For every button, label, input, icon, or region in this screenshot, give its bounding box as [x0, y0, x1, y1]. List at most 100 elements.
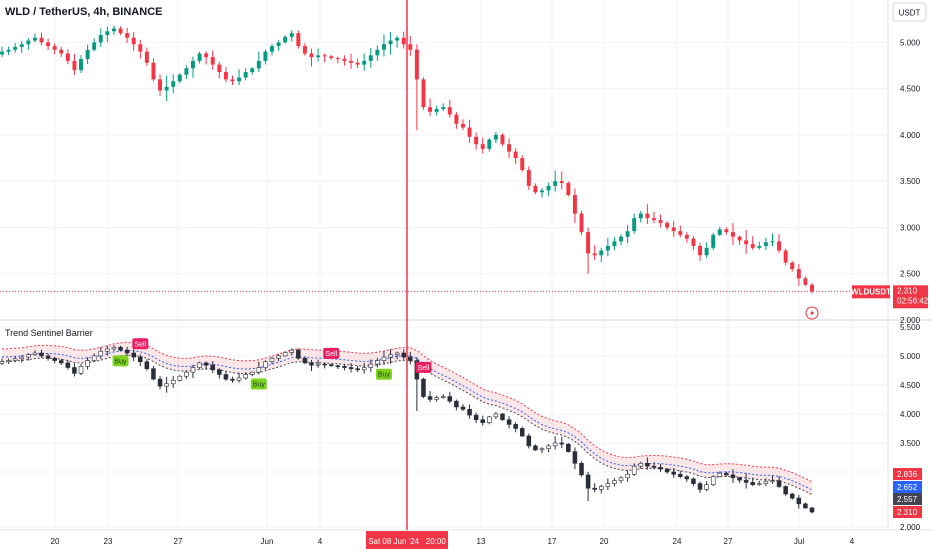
candle	[612, 237, 617, 251]
indicator-value-text: 2.557	[897, 495, 918, 504]
candle	[335, 56, 340, 64]
indicator-candle	[78, 363, 84, 376]
candle	[408, 35, 413, 56]
currency-label: USDT	[899, 9, 921, 18]
candle	[632, 213, 637, 234]
indicator-candle	[6, 358, 11, 364]
indicator-value-text: 2.836	[897, 470, 918, 479]
indicator-candle	[19, 355, 25, 363]
candle	[111, 25, 116, 35]
indicator-candle	[460, 404, 466, 411]
last-price-value: 2.310	[897, 286, 918, 295]
indicator-title: Trend Sentinel Barrier	[5, 328, 93, 338]
candle	[65, 49, 70, 65]
indicator-candle	[256, 361, 262, 375]
indicator-candle	[533, 444, 538, 451]
candle	[362, 53, 367, 71]
indicator-candle	[710, 475, 716, 487]
indicator-candle	[559, 436, 565, 449]
indicator-candle	[309, 359, 314, 372]
candle	[421, 77, 426, 110]
candle	[717, 226, 722, 236]
indicator-value-tag: 2.310	[893, 506, 922, 518]
candle	[270, 43, 274, 56]
candle	[355, 58, 360, 69]
candle	[302, 43, 307, 56]
candle	[289, 30, 294, 42]
candle	[480, 137, 485, 154]
candle	[210, 50, 215, 70]
indicator-candle	[203, 361, 209, 370]
indicator-candle	[388, 349, 393, 364]
indicator-candle	[519, 426, 525, 437]
indicator-candle	[598, 484, 604, 494]
candle	[79, 55, 83, 74]
candle	[26, 37, 31, 50]
candle	[309, 48, 314, 67]
indicator-candle	[566, 443, 571, 453]
indicator-candle	[12, 356, 18, 363]
candle	[151, 58, 156, 82]
symbol-tag: WLDUSDT	[851, 285, 891, 299]
candle	[467, 119, 472, 143]
candle	[559, 171, 564, 190]
y-tick-label: 2.000	[900, 316, 921, 325]
time-axis[interactable]: 20 23 27 Jun 4 13 17 20 24 27 Jul 4	[51, 537, 855, 546]
indicator-candle	[289, 348, 295, 356]
y-tick-label: 4.000	[900, 410, 921, 419]
candle	[85, 44, 90, 65]
price-axis-top[interactable]: 5.000 4.500 4.000 3.500 3.000 2.500 2.000	[900, 38, 921, 325]
candle	[638, 211, 643, 223]
indicator-value-text: 2.652	[897, 483, 918, 492]
candle	[131, 32, 136, 51]
signal-label: Buy	[253, 381, 266, 388]
indicator-candle	[72, 363, 77, 377]
candle	[540, 187, 544, 198]
candle	[566, 181, 571, 197]
candle	[6, 46, 11, 56]
candle	[533, 183, 538, 195]
indicator-candle	[282, 351, 288, 357]
indicator-candle	[691, 477, 696, 487]
alert-bolt-icon[interactable]	[805, 306, 819, 320]
candle	[105, 26, 110, 43]
chart-title: WLD / TetherUS, 4h, BINANCE	[5, 6, 162, 18]
candle	[144, 47, 149, 66]
crosshair-time-label: Sat 08 Jun '24 20:00	[366, 531, 448, 549]
candle	[711, 232, 716, 250]
buy-signal: Buy	[250, 378, 267, 390]
candle	[164, 75, 169, 102]
indicator-candle	[32, 350, 38, 356]
candle	[698, 242, 703, 261]
currency-button[interactable]: USDT	[892, 2, 927, 22]
indicator-candle	[223, 371, 229, 381]
candle	[625, 224, 630, 243]
indicator-candle	[26, 353, 31, 361]
candle	[796, 263, 801, 287]
indicator-value-tag: 2.836	[893, 468, 922, 480]
indicator-candle	[592, 483, 597, 493]
indicator-candle	[770, 475, 775, 484]
candle	[428, 98, 433, 116]
candle	[184, 65, 189, 79]
candle	[777, 234, 782, 253]
indicator-candle	[638, 461, 644, 469]
candle	[177, 72, 182, 84]
indicator-candle	[454, 399, 459, 411]
indicator-candle	[401, 349, 406, 360]
y-tick-label: 5.500	[900, 323, 921, 332]
indicator-value-tag: 2.652	[893, 481, 922, 493]
indicator-candle	[645, 457, 650, 470]
indicator-candle	[513, 422, 518, 433]
indicator-candle	[572, 447, 578, 470]
candle	[414, 44, 419, 131]
indicator-candle	[737, 477, 742, 483]
indicator-candle	[144, 359, 150, 371]
indicator-candle	[750, 477, 756, 487]
signal-label: Buy	[378, 372, 391, 379]
x-tick-label: 4	[850, 537, 855, 546]
indicator-candle	[184, 370, 189, 379]
indicator-candle	[65, 360, 71, 370]
